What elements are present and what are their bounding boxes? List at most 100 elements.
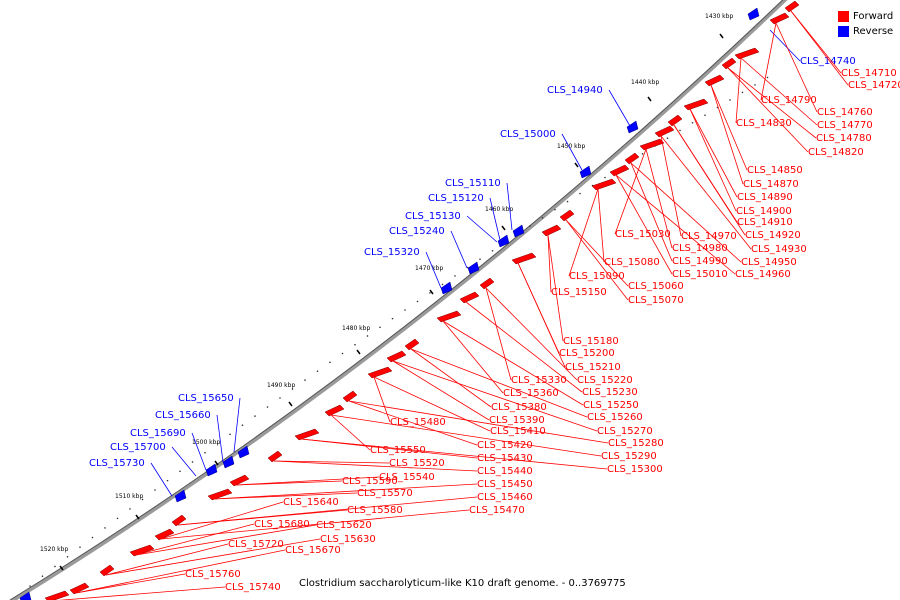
forward-gene-glyph[interactable]	[69, 582, 90, 595]
forward-gene-glyph[interactable]	[704, 74, 725, 87]
forward-gene-glyph[interactable]	[367, 366, 393, 379]
forward-gene-glyph[interactable]	[342, 390, 358, 403]
reverse-gene-glyph[interactable]	[497, 234, 510, 248]
forward-gene-label[interactable]: CLS_14780	[816, 133, 872, 144]
forward-gene-label[interactable]: CLS_15280	[608, 438, 664, 449]
forward-gene-label[interactable]: CLS_14760	[817, 107, 873, 118]
forward-gene-glyph[interactable]	[479, 277, 495, 290]
forward-gene-label[interactable]: CLS_14960	[735, 269, 791, 280]
forward-gene-label[interactable]: CLS_15480	[390, 417, 446, 428]
reverse-gene-glyph[interactable]	[467, 261, 480, 275]
forward-gene-glyph[interactable]	[769, 12, 790, 25]
reverse-gene-glyph[interactable]	[579, 165, 592, 179]
reverse-gene-label[interactable]: CLS_15130	[405, 211, 461, 222]
forward-gene-glyph[interactable]	[404, 338, 420, 351]
forward-gene-label[interactable]: CLS_15360	[503, 388, 559, 399]
forward-gene-label[interactable]: CLS_14830	[736, 118, 792, 129]
forward-gene-label[interactable]: CLS_15580	[347, 505, 403, 516]
forward-gene-label[interactable]: CLS_15680	[254, 519, 310, 530]
forward-gene-label[interactable]: CLS_15290	[601, 451, 657, 462]
reverse-gene-glyph[interactable]	[222, 455, 235, 469]
forward-gene-label[interactable]: CLS_14990	[672, 256, 728, 267]
forward-gene-glyph[interactable]	[386, 350, 407, 363]
forward-gene-label[interactable]: CLS_14950	[741, 257, 797, 268]
forward-gene-glyph[interactable]	[654, 125, 675, 138]
forward-gene-label[interactable]: CLS_15740	[225, 582, 281, 593]
forward-gene-label[interactable]: CLS_14770	[817, 120, 873, 131]
forward-gene-label[interactable]: CLS_15410	[490, 426, 546, 437]
forward-gene-glyph[interactable]	[207, 488, 233, 501]
forward-gene-glyph[interactable]	[784, 0, 800, 13]
forward-gene-glyph[interactable]	[624, 152, 640, 165]
forward-gene-label[interactable]: CLS_15390	[489, 415, 545, 426]
forward-gene-label[interactable]: CLS_15420	[477, 440, 533, 451]
forward-gene-label[interactable]: CLS_15210	[565, 362, 621, 373]
reverse-gene-label[interactable]: CLS_15730	[89, 458, 145, 469]
reverse-gene-glyph[interactable]	[512, 224, 525, 238]
legend-reverse[interactable]: Reverse	[838, 24, 893, 39]
reverse-gene-glyph[interactable]	[440, 281, 453, 295]
forward-gene-label[interactable]: CLS_14890	[737, 192, 793, 203]
forward-gene-glyph[interactable]	[129, 544, 155, 557]
forward-gene-label[interactable]: CLS_15450	[477, 479, 533, 490]
reverse-gene-label[interactable]: CLS_15690	[130, 428, 186, 439]
forward-gene-label[interactable]: CLS_15060	[628, 281, 684, 292]
forward-gene-label[interactable]: CLS_15440	[477, 466, 533, 477]
forward-gene-glyph[interactable]	[511, 252, 537, 265]
forward-gene-label[interactable]: CLS_15090	[569, 271, 625, 282]
forward-gene-label[interactable]: CLS_14930	[751, 244, 807, 255]
forward-gene-label[interactable]: CLS_14710	[841, 68, 897, 79]
forward-gene-label[interactable]: CLS_15150	[551, 287, 607, 298]
forward-gene-glyph[interactable]	[721, 57, 737, 70]
forward-gene-label[interactable]: CLS_15470	[469, 505, 525, 516]
forward-gene-label[interactable]: CLS_15010	[672, 269, 728, 280]
forward-gene-label[interactable]: CLS_15260	[587, 412, 643, 423]
forward-gene-label[interactable]: CLS_15080	[604, 257, 660, 268]
forward-gene-glyph[interactable]	[541, 224, 562, 237]
forward-gene-label[interactable]: CLS_15250	[583, 400, 639, 411]
legend-forward[interactable]: Forward	[838, 9, 893, 24]
reverse-gene-label[interactable]: CLS_15120	[428, 193, 484, 204]
forward-gene-label[interactable]: CLS_15270	[597, 426, 653, 437]
reverse-gene-glyph[interactable]	[626, 120, 639, 134]
forward-gene-glyph[interactable]	[267, 450, 283, 463]
forward-gene-glyph[interactable]	[559, 209, 575, 222]
forward-gene-label[interactable]: CLS_15620	[316, 520, 372, 531]
reverse-gene-label[interactable]: CLS_14740	[800, 56, 856, 67]
forward-gene-label[interactable]: CLS_14900	[736, 206, 792, 217]
forward-gene-glyph[interactable]	[154, 528, 175, 541]
forward-gene-glyph[interactable]	[683, 98, 709, 111]
forward-gene-label[interactable]: CLS_15720	[228, 539, 284, 550]
forward-gene-glyph[interactable]	[734, 47, 760, 60]
reverse-gene-label[interactable]: CLS_15660	[155, 410, 211, 421]
forward-gene-label[interactable]: CLS_14980	[672, 243, 728, 254]
forward-gene-label[interactable]: CLS_15670	[285, 545, 341, 556]
forward-gene-label[interactable]: CLS_15180	[563, 336, 619, 347]
forward-gene-label[interactable]: CLS_15570	[357, 488, 413, 499]
forward-gene-label[interactable]: CLS_15520	[389, 458, 445, 469]
forward-gene-label[interactable]: CLS_15640	[283, 497, 339, 508]
forward-gene-label[interactable]: CLS_15200	[559, 348, 615, 359]
forward-gene-label[interactable]: CLS_14970	[681, 231, 737, 242]
forward-gene-glyph[interactable]	[294, 428, 320, 441]
forward-gene-label[interactable]: CLS_15380	[491, 402, 547, 413]
forward-gene-glyph[interactable]	[324, 404, 345, 417]
forward-gene-label[interactable]: CLS_14850	[747, 165, 803, 176]
forward-gene-glyph[interactable]	[229, 474, 250, 487]
reverse-gene-label[interactable]: CLS_15000	[500, 129, 556, 140]
forward-gene-label[interactable]: CLS_15760	[185, 569, 241, 580]
forward-gene-label[interactable]: CLS_15540	[379, 472, 435, 483]
forward-gene-label[interactable]: CLS_15430	[477, 453, 533, 464]
forward-gene-glyph[interactable]	[591, 178, 617, 191]
forward-gene-glyph[interactable]	[639, 138, 665, 151]
reverse-gene-glyph[interactable]	[174, 489, 187, 503]
reverse-gene-glyph[interactable]	[747, 7, 760, 21]
forward-gene-glyph[interactable]	[609, 164, 630, 177]
forward-gene-label[interactable]: CLS_14820	[808, 147, 864, 158]
forward-gene-glyph[interactable]	[436, 310, 462, 323]
forward-gene-label[interactable]: CLS_15460	[477, 492, 533, 503]
forward-gene-glyph[interactable]	[44, 590, 70, 600]
forward-gene-label[interactable]: CLS_15630	[320, 534, 376, 545]
forward-gene-label[interactable]: CLS_14870	[743, 179, 799, 190]
forward-gene-label[interactable]: CLS_15330	[511, 375, 567, 386]
